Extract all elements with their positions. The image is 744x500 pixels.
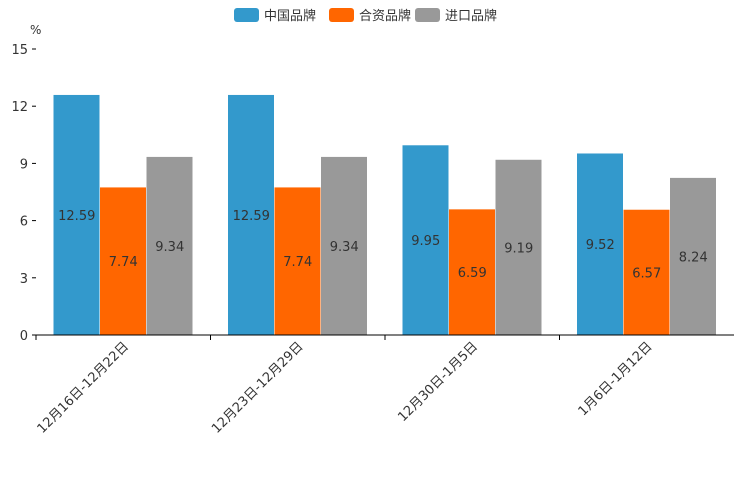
bar-value-label: 8.24 <box>679 250 708 265</box>
bar <box>228 94 274 335</box>
bar-value-label: 9.34 <box>330 240 359 255</box>
bar-value-label: 9.34 <box>155 240 184 255</box>
bar-value-label: 9.19 <box>504 241 533 256</box>
bar-value-label: 12.59 <box>233 209 270 224</box>
legend-swatch <box>415 8 440 22</box>
legend: 中国品牌 合资品牌 进口品牌 <box>234 8 497 24</box>
bar <box>623 209 670 335</box>
legend-label: 中国品牌 <box>264 8 316 24</box>
bars-group: 12.59 7.74 9.34 12.59 7.74 9.34 9.95 6.59 9.19 9.… <box>53 94 716 335</box>
y-tick-label: 9 <box>20 157 28 172</box>
bar-value-label: 6.59 <box>458 266 487 281</box>
bar-value-label: 9.95 <box>411 234 440 249</box>
legend-item[interactable]: 合资品牌 <box>329 8 411 24</box>
bar <box>146 156 193 335</box>
bar <box>274 187 321 335</box>
y-tick-label: 0 <box>20 329 28 344</box>
x-tick-label: 12月16日-12月22日 <box>35 339 132 436</box>
legend-swatch <box>234 8 259 22</box>
x-tick-label: 12月30日-1月5日 <box>395 339 481 425</box>
bar <box>495 159 542 335</box>
bar-value-label: 6.57 <box>632 266 661 281</box>
bar <box>449 209 495 335</box>
legend-label: 合资品牌 <box>359 8 411 24</box>
y-tick-label: 12 <box>11 100 28 115</box>
x-tick-label: 1月6日-1月12日 <box>576 339 656 419</box>
y-axis-unit-label: % <box>30 23 41 37</box>
bar <box>321 156 367 335</box>
x-axis: 12月16日-12月22日 12月23日-12月29日 12月30日-1月5日 1月6… <box>35 334 734 437</box>
bar-value-label: 7.74 <box>109 255 138 270</box>
legend-swatch <box>329 8 354 22</box>
legend-item[interactable]: 进口品牌 <box>415 8 497 24</box>
bar <box>577 153 623 335</box>
x-tick-label: 12月23日-12月29日 <box>209 339 306 436</box>
bar-value-label: 12.59 <box>58 209 95 224</box>
legend-item[interactable]: 中国品牌 <box>234 8 316 24</box>
y-tick-label: 6 <box>20 215 28 230</box>
bar-value-label: 9.52 <box>586 238 615 253</box>
y-tick-label: 15 <box>11 43 28 58</box>
legend-label: 进口品牌 <box>445 8 497 24</box>
y-tick-label: 3 <box>20 272 28 287</box>
bar <box>402 145 449 335</box>
bar <box>100 187 146 335</box>
y-axis: 0 3 6 9 12 15 <box>11 43 36 344</box>
bar <box>670 177 716 335</box>
bar-value-label: 7.74 <box>283 255 312 270</box>
bar <box>53 94 100 335</box>
